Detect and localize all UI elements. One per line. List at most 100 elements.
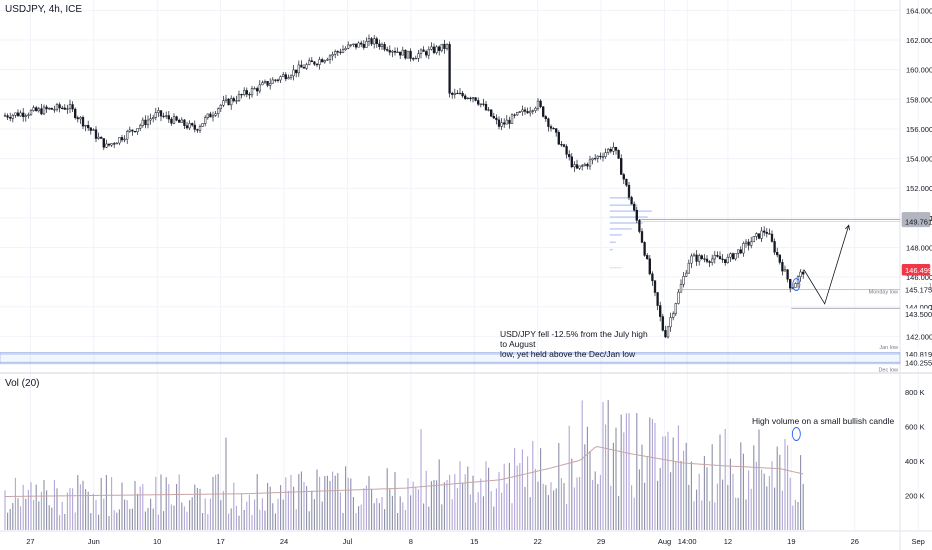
- volume-bar-1: [7, 512, 9, 530]
- time-tick-13: 19: [787, 537, 795, 546]
- candle-body-79: [209, 113, 212, 118]
- volume-bar-268: [701, 500, 703, 530]
- candle-body-180: [471, 97, 475, 100]
- volume-bar-135: [355, 513, 357, 530]
- volume-bar-74: [196, 487, 198, 530]
- candle-body-150: [393, 50, 397, 53]
- volume-bar-43: [116, 512, 118, 530]
- candle-body-247: [646, 255, 649, 260]
- time-tick-0: 27: [26, 537, 34, 546]
- candle-body-171: [448, 44, 451, 94]
- volume-bar-155: [407, 478, 409, 530]
- candle-body-185: [484, 103, 488, 111]
- volume-bar-266: [696, 489, 698, 530]
- candle-body-121: [318, 59, 321, 65]
- volume-bar-153: [402, 502, 404, 530]
- symbol-title[interactable]: USDJPY, 4h, ICE: [5, 4, 83, 15]
- candle-body-299: [781, 262, 784, 272]
- volume-bar-261: [683, 450, 685, 530]
- candle-body-172: [451, 92, 454, 95]
- volume-bar-137: [360, 504, 362, 530]
- candle-body-256: [669, 317, 672, 328]
- volume-bar-175: [459, 461, 461, 530]
- volume-profile-row-2: [609, 210, 652, 212]
- volume-bar-233: [610, 485, 612, 530]
- candle-body-91: [240, 94, 243, 96]
- candle-body-26: [71, 104, 74, 110]
- volume-bar-145: [381, 497, 383, 530]
- price-tick-1: 162.000: [906, 36, 932, 45]
- price-axis[interactable]: 164.000 162.000 160.000 158.000 156.000 154.0…: [901, 6, 932, 369]
- volume-bar-288: [753, 445, 755, 530]
- candle-body-240: [627, 184, 631, 198]
- candle-body-274: [716, 255, 719, 257]
- volume-bar-186: [488, 467, 490, 530]
- candle-body-284: [742, 243, 745, 254]
- volume-bar-221: [579, 476, 581, 530]
- candle-body-163: [427, 49, 430, 56]
- volume-bar-12: [35, 484, 37, 530]
- volume-bar-214: [560, 478, 562, 530]
- candle-body-1: [6, 115, 9, 118]
- volume-bar-4: [14, 477, 16, 530]
- volume-bar-207: [542, 483, 544, 530]
- volume-bar-49: [131, 508, 133, 530]
- time-tick-11: 14:00: [678, 537, 697, 546]
- volume-bar-30: [82, 480, 84, 530]
- volume-bar-177: [464, 474, 466, 530]
- volume-bar-303: [792, 505, 794, 530]
- volume-bar-159: [417, 489, 419, 530]
- volume-bar-3: [12, 503, 14, 530]
- candle-body-37: [100, 136, 103, 139]
- volume-bar-122: [321, 501, 323, 530]
- volume-bar-44: [118, 509, 120, 530]
- candle-body-200: [523, 109, 527, 112]
- volume-bar-180: [472, 475, 474, 530]
- volume-bar-228: [597, 483, 599, 530]
- candle-body-19: [53, 109, 56, 111]
- candle-body-92: [243, 90, 246, 95]
- volume-bar-244: [638, 469, 640, 530]
- candle-body-227: [594, 158, 597, 160]
- candle-body-258: [674, 303, 677, 314]
- volume-bar-37: [100, 477, 102, 530]
- volume-bar-108: [285, 477, 287, 530]
- candle-body-249: [651, 273, 654, 282]
- candle-body-138: [362, 43, 365, 48]
- time-axis[interactable]: 27 Jun 10 17 24 Jul 8 15 22 29 Aug 14:00 12 19 26 Sep: [26, 537, 925, 546]
- time-tick-10: Aug: [658, 537, 671, 546]
- volume-bar-46: [124, 499, 126, 530]
- candle-body-198: [518, 111, 521, 113]
- volume-bar-307: [802, 484, 804, 530]
- volume-bar-282: [737, 497, 739, 530]
- candle-body-234: [612, 146, 615, 152]
- volume-bar-276: [722, 479, 724, 530]
- candle-body-277: [724, 259, 727, 263]
- volume-bar-287: [750, 488, 752, 530]
- volume-bar-129: [339, 492, 341, 530]
- candle-body-60: [159, 110, 163, 117]
- candle-body-244: [638, 220, 641, 232]
- volume-bar-158: [415, 486, 417, 530]
- volume-bar-247: [646, 456, 648, 530]
- volume-bar-205: [537, 481, 539, 530]
- price-tick-0: 164.000: [906, 6, 932, 15]
- volume-bar-100: [264, 510, 266, 530]
- candle-body-241: [630, 197, 633, 205]
- candle-body-85: [224, 98, 228, 102]
- volume-title[interactable]: Vol (20): [5, 378, 40, 389]
- candle-body-41: [110, 143, 113, 146]
- volume-bar-89: [235, 505, 237, 530]
- candle-body-218: [570, 156, 573, 168]
- candle-body-242: [633, 203, 636, 211]
- candle-body-161: [422, 49, 425, 52]
- candle-body-17: [48, 107, 51, 110]
- candle-body-195: [510, 114, 514, 124]
- candle-body-51: [136, 128, 139, 133]
- candle-body-55: [146, 119, 150, 126]
- candle-body-264: [690, 255, 693, 264]
- volume-bar-54: [144, 511, 146, 530]
- volume-bar-146: [384, 509, 386, 530]
- volume-bar-250: [654, 423, 656, 530]
